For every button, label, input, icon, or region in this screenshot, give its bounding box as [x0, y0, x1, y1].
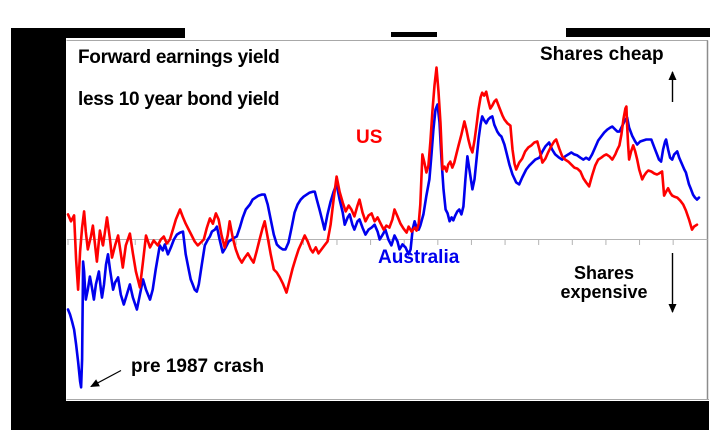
- shares-expensive-annotation: Shares expensive: [560, 263, 648, 302]
- x-axis-ticks: [67, 239, 674, 245]
- shares-cheap-annotation: Shares cheap: [540, 44, 664, 65]
- pre-1987-crash-annotation: pre 1987 crash: [131, 356, 265, 377]
- chart-title-line-1: Forward earnings yield: [78, 47, 280, 68]
- chart-title: Forward earnings yield less 10 year bond…: [78, 47, 280, 110]
- chart-title-line-2: less 10 year bond yield: [78, 89, 280, 110]
- australia-series-label: Australia: [378, 247, 460, 268]
- series-line-australia: [66, 103, 701, 389]
- black-accent-band-bottom: [11, 401, 709, 430]
- black-accent-column-left: [11, 28, 66, 430]
- pre-1987-crash-arrow-icon: [90, 369, 122, 388]
- black-accent-bar-top-right: [566, 28, 710, 37]
- black-accent-bar-top-middle: [391, 32, 437, 37]
- us-series-label: US: [356, 127, 383, 148]
- series-group: [66, 66, 701, 389]
- black-accent-bar-top-left: [11, 28, 185, 38]
